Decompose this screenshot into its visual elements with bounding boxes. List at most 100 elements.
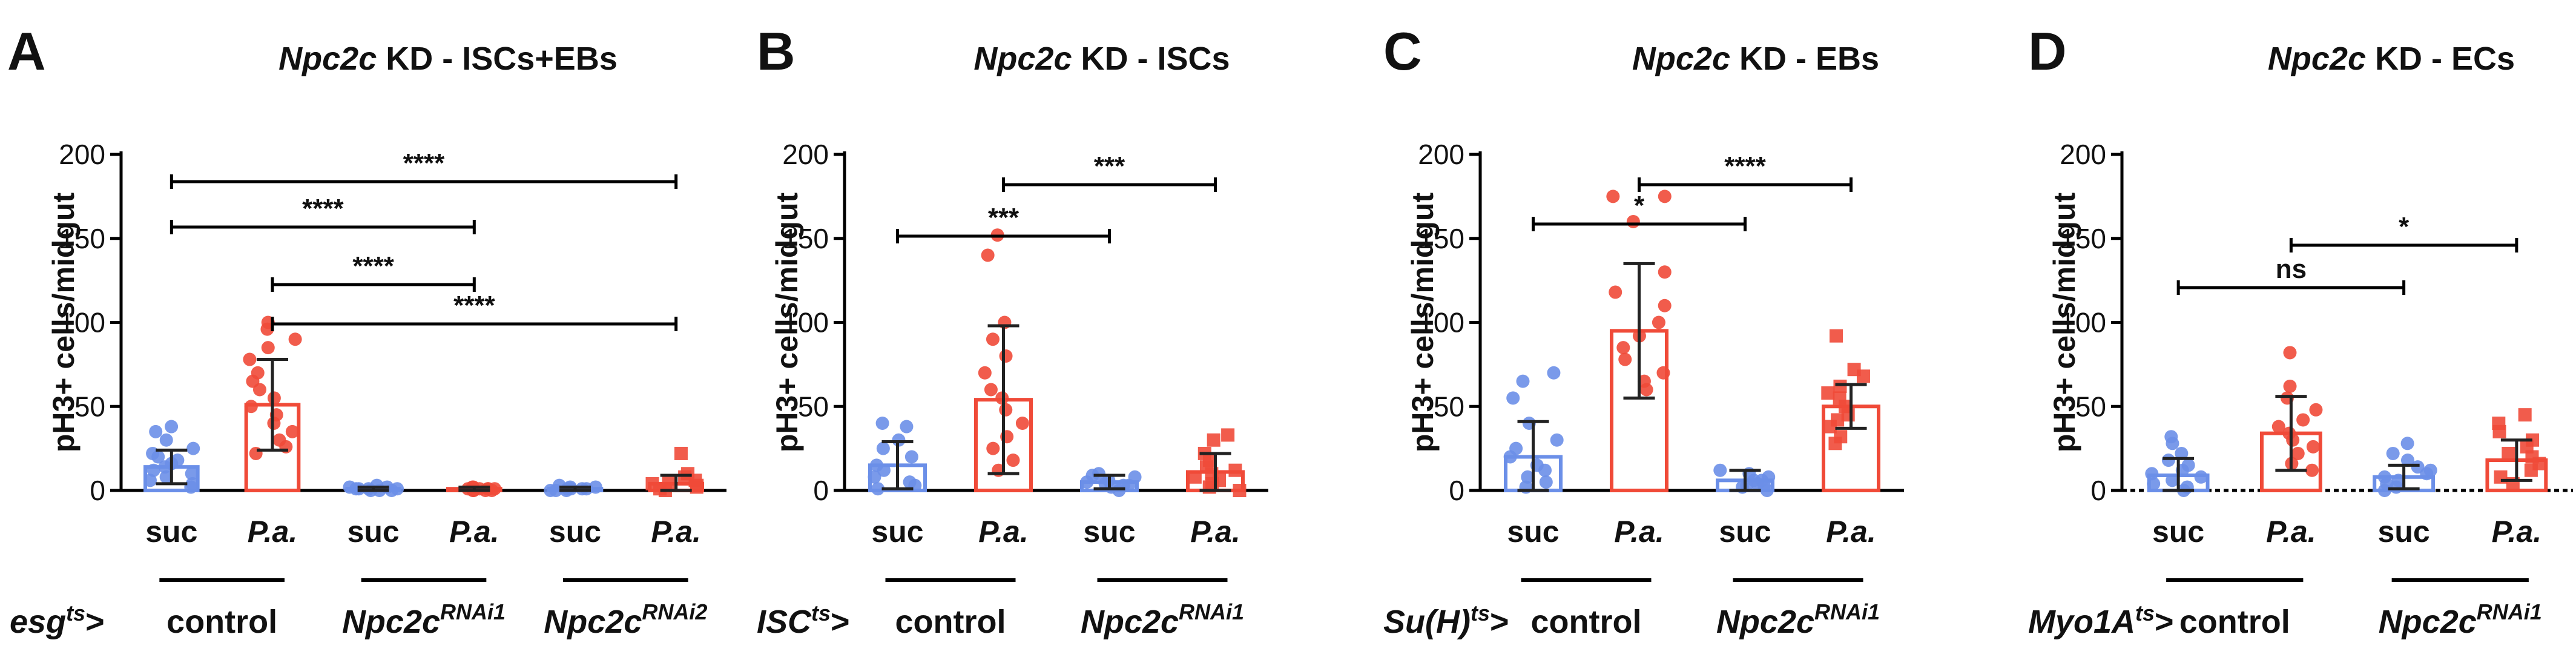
chart-title: Npc2c KD - EBs	[1632, 41, 1879, 77]
data-point	[2296, 413, 2310, 427]
y-tick-label: 200	[1418, 139, 1464, 170]
genotype-prefix-sup: ts	[66, 601, 85, 625]
data-point	[2305, 463, 2319, 477]
title-rest: KD - ISCs	[1072, 41, 1230, 77]
group-name: control	[2179, 604, 2290, 640]
y-tick-label: 100	[1418, 307, 1464, 338]
data-point	[1547, 366, 1561, 380]
chart-title: Npc2c KD - ISCs	[973, 41, 1230, 77]
data-point	[1821, 386, 1835, 400]
significance-label: *	[2399, 212, 2410, 242]
data-point	[2309, 403, 2323, 417]
data-point	[1006, 454, 1020, 467]
data-point	[984, 383, 998, 397]
data-point	[1834, 430, 1848, 444]
data-point	[171, 454, 185, 467]
group-name: Npc2c	[342, 604, 440, 640]
x-tick-label: P.a.	[248, 515, 298, 549]
y-tick-label: 0	[2090, 475, 2106, 506]
x-tick-label: P.a.	[651, 515, 701, 549]
data-point	[159, 470, 173, 484]
title-gene: Npc2c	[278, 41, 377, 77]
data-point	[986, 332, 1000, 346]
data-point	[1188, 470, 1202, 484]
significance-label: ****	[1724, 151, 1766, 181]
y-tick-label: 50	[74, 391, 105, 422]
data-point	[159, 433, 173, 447]
y-tick-label: 0	[90, 475, 105, 506]
data-point	[2194, 470, 2208, 484]
data-point	[272, 433, 286, 447]
data-point	[2175, 446, 2189, 460]
group-name: Npc2c	[1081, 604, 1179, 640]
title-gene: Npc2c	[2268, 41, 2366, 77]
significance-label: ****	[403, 148, 445, 178]
data-point	[1658, 299, 1672, 312]
data-point	[2518, 408, 2532, 422]
data-point	[185, 477, 199, 490]
x-tick-label: suc	[871, 515, 923, 549]
data-point	[2377, 470, 2391, 484]
x-tick-label: P.a.	[1614, 515, 1664, 549]
data-point	[986, 441, 1000, 455]
data-point	[2271, 420, 2285, 434]
genotype-group-label: Npc2cRNAi1	[342, 599, 506, 640]
data-point	[1833, 379, 1847, 393]
panel-letter: B	[757, 21, 796, 81]
genotype-prefix: Myo1Ats>	[2028, 601, 2174, 640]
y-tick-label: 150	[59, 223, 105, 254]
data-point	[1609, 285, 1622, 299]
data-point	[904, 450, 918, 464]
data-point	[251, 366, 265, 380]
data-point	[1830, 329, 1843, 343]
data-point	[978, 366, 992, 380]
significance-label: ****	[302, 194, 344, 223]
data-point	[549, 484, 563, 497]
chart-title: Npc2c KD - ISCs+EBs	[278, 41, 618, 77]
data-point	[1092, 467, 1105, 481]
group-sup: RNAi1	[1814, 599, 1880, 624]
y-tick-label: 50	[798, 391, 829, 422]
significance-label: ****	[352, 251, 394, 281]
significance-label: *	[1634, 191, 1645, 220]
title-rest: KD - ECs	[2366, 41, 2515, 77]
x-tick-label: suc	[1507, 515, 1559, 549]
genotype-prefix: esgts>	[10, 601, 105, 640]
data-point	[2391, 474, 2405, 487]
chart-panel-d: D Npc2c KD - ECs pH3+ cells/midgut 0 50 100 15…	[2028, 21, 2573, 640]
data-point	[343, 480, 357, 494]
title-rest: KD - ISCs+EBs	[377, 41, 618, 77]
x-tick-label: P.a.	[449, 515, 499, 549]
data-point	[1228, 463, 1242, 477]
data-point	[165, 420, 179, 434]
group-name: Npc2c	[2379, 604, 2477, 640]
data-point	[999, 403, 1013, 417]
data-point	[2386, 446, 2400, 460]
y-tick-label: 100	[2060, 307, 2106, 338]
data-point	[1521, 470, 1535, 484]
data-point	[579, 482, 593, 496]
genotype-prefix-sup: ts	[1471, 601, 1490, 625]
genotype-prefix-name: Myo1A	[2028, 604, 2135, 640]
data-point	[2283, 379, 2297, 393]
data-point	[390, 482, 404, 496]
data-point	[2166, 474, 2179, 487]
group-name: Npc2c	[544, 604, 642, 640]
data-point	[892, 433, 906, 447]
data-point	[645, 477, 659, 490]
data-point	[186, 441, 200, 455]
y-tick-label: 50	[2075, 391, 2106, 422]
x-tick-label: suc	[348, 515, 400, 549]
data-point	[1015, 417, 1029, 430]
significance-label: ns	[2276, 254, 2307, 284]
group-name: control	[166, 604, 277, 640]
data-point	[1656, 366, 1670, 380]
x-tick-label: suc	[1719, 515, 1771, 549]
genotype-prefix-sup: ts	[811, 601, 831, 625]
genotype-prefix: Su(H)ts>	[1383, 601, 1509, 640]
x-tick-label: suc	[2152, 515, 2204, 549]
data-point	[244, 400, 258, 414]
x-tick-label: suc	[1083, 515, 1135, 549]
y-axis-label: pH3+ cells/midgut	[1406, 193, 1440, 453]
data-point	[1833, 391, 1846, 405]
